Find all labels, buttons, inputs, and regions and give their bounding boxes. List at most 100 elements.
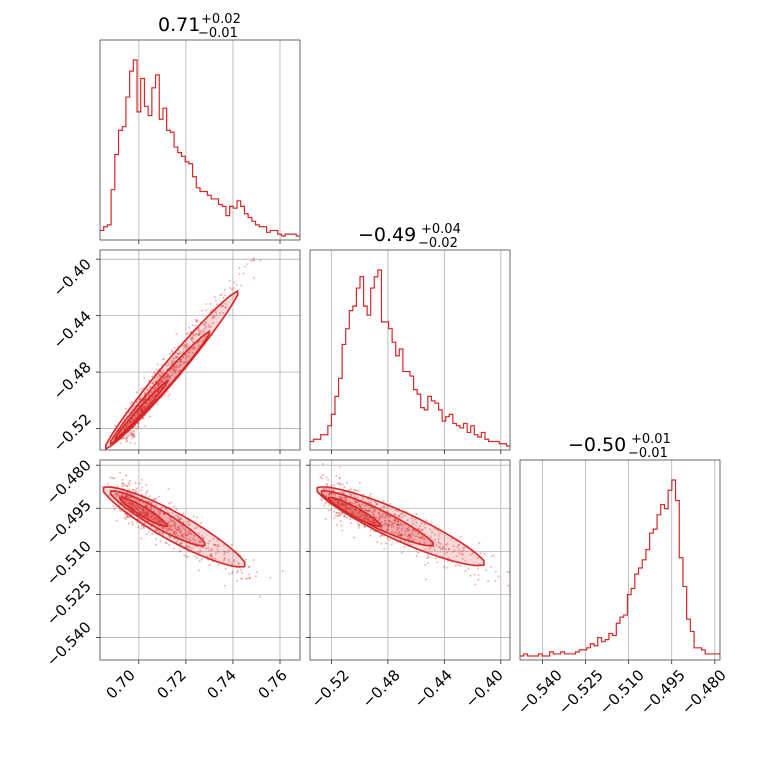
sample-point (284, 204, 286, 206)
sample-point (152, 514, 155, 517)
sample-point (179, 549, 182, 552)
sample-point (231, 288, 234, 291)
sample-point (192, 537, 195, 540)
sample-point (130, 505, 133, 508)
title-median-0: 0.71 (158, 14, 200, 36)
sample-point (131, 437, 134, 440)
sample-point (417, 532, 420, 535)
sample-point (127, 496, 130, 499)
sample-point (191, 324, 194, 327)
sample-point (411, 531, 414, 534)
sample-point (159, 374, 162, 377)
sample-point (138, 482, 141, 485)
sample-point (336, 501, 339, 504)
sample-point (343, 496, 346, 499)
sample-point (131, 521, 134, 524)
sample-point (331, 489, 334, 492)
sample-point (174, 514, 177, 517)
sample-point (373, 509, 376, 512)
sample-point (143, 511, 146, 514)
sample-point (394, 519, 397, 522)
sample-point (129, 420, 132, 423)
sample-point (438, 546, 441, 549)
x-tick-labels-param-0: 0.70 0.72 0.74 0.76 (102, 666, 290, 702)
sample-point (158, 389, 161, 392)
sample-point (347, 488, 350, 491)
sample-point (161, 372, 164, 375)
sample-point (419, 525, 422, 528)
sample-point (428, 548, 431, 551)
sample-point (145, 504, 148, 507)
sample-point (395, 531, 398, 534)
sample-point (373, 510, 376, 513)
sample-point (153, 518, 156, 521)
sample-point (169, 525, 172, 528)
sample-point (148, 386, 151, 389)
sample-point (339, 503, 342, 506)
sample-point (145, 491, 148, 494)
sample-point (136, 508, 139, 511)
sample-point (173, 365, 176, 368)
sample-point (358, 505, 361, 508)
sample-point (339, 484, 342, 487)
sample-point (186, 533, 189, 536)
sample-point (159, 539, 162, 542)
sample-point (131, 432, 134, 435)
sample-point (166, 375, 169, 378)
sample-point (191, 347, 194, 350)
sample-point (171, 373, 174, 376)
density-contours (102, 486, 246, 568)
sample-point (114, 506, 117, 509)
sample-point (145, 396, 148, 399)
sample-point (388, 502, 391, 505)
sample-point (158, 520, 161, 523)
sample-point (155, 378, 158, 381)
sample-point (222, 544, 225, 547)
sample-point (162, 378, 165, 381)
sample-point (143, 406, 146, 409)
sample-point (394, 509, 397, 512)
sample-point (155, 386, 158, 389)
sample-point (364, 525, 367, 528)
sample-point (386, 514, 389, 517)
sample-point (330, 498, 333, 501)
sample-point (457, 544, 460, 547)
sample-point (358, 511, 361, 514)
sample-point (167, 378, 170, 381)
contour-level (316, 486, 485, 567)
sample-point (172, 357, 175, 360)
sample-point (369, 501, 372, 504)
sample-point (143, 376, 146, 379)
sample-point (227, 549, 230, 552)
sample-point (453, 549, 456, 552)
sample-point (327, 509, 330, 512)
sample-point (140, 512, 143, 515)
sample-point (161, 506, 164, 509)
sample-point (401, 516, 404, 519)
sample-point (457, 543, 460, 546)
sample-point (202, 537, 205, 540)
sample-point (128, 501, 131, 504)
sample-point (320, 499, 323, 502)
panel-frame (99, 249, 301, 451)
sample-point (284, 212, 286, 214)
sample-point (192, 337, 195, 340)
sample-point (186, 343, 189, 346)
sample-point (173, 369, 176, 372)
sample-point (194, 319, 197, 322)
sample-point (368, 520, 371, 523)
sample-point (241, 577, 244, 580)
sample-point (145, 505, 148, 508)
sample-point (195, 319, 198, 322)
sample-point (215, 313, 218, 316)
sample-point (179, 360, 182, 363)
sample-point (187, 355, 190, 358)
sample-point (158, 375, 161, 378)
sample-point (400, 529, 403, 532)
sample-point (334, 501, 337, 504)
sample-point (176, 529, 179, 532)
sample-point (384, 516, 387, 519)
sample-point (236, 569, 239, 572)
sample-point (165, 542, 168, 545)
y-tick-labels-param-1: −0.52 −0.48 −0.44 −0.40 (50, 255, 95, 455)
